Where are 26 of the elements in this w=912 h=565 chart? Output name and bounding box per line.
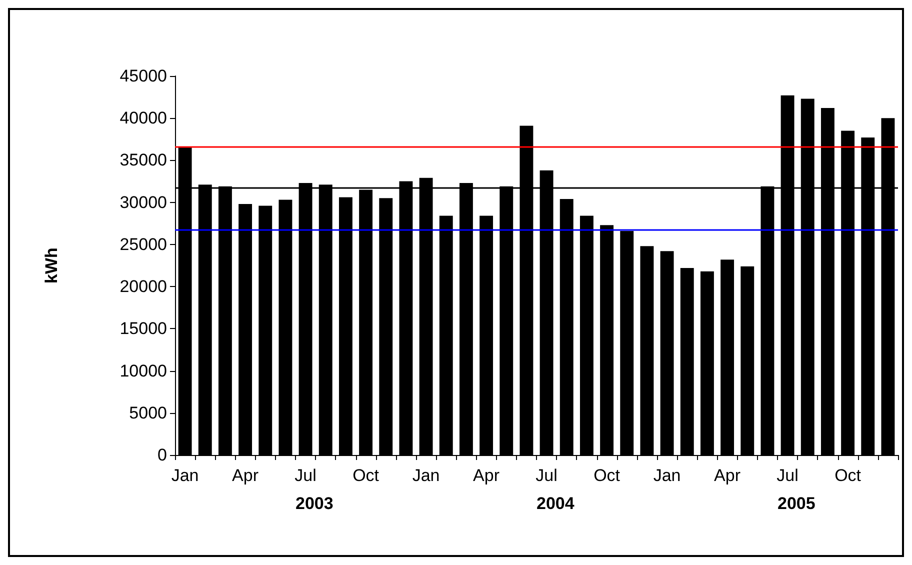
- y-tick-label: 5000: [129, 403, 167, 422]
- text: 2004: [536, 494, 575, 513]
- y-tick-label: 15000: [120, 319, 167, 338]
- text: 2003: [295, 494, 334, 513]
- y-tick-label: 20000: [120, 277, 167, 296]
- y-axis-title: kWh: [42, 248, 61, 284]
- x-tick-label: Jul: [536, 466, 558, 485]
- y-tick-label: 0: [158, 446, 167, 464]
- x-tick-label: Jan: [412, 466, 440, 485]
- x-tick-label: Jul: [294, 466, 316, 485]
- x-tick-label: Oct: [352, 466, 380, 485]
- x-tick-label: Jan: [653, 466, 681, 485]
- x-tick-label: Apr: [232, 466, 259, 485]
- text: 2005: [777, 494, 816, 513]
- y-tick-label: 45000: [120, 66, 167, 86]
- x-tick-label: Apr: [714, 466, 741, 485]
- x-tick-label: Oct: [834, 466, 862, 485]
- y-tick-label: 10000: [120, 361, 167, 380]
- y-tick-label: 30000: [120, 192, 167, 212]
- x-tick-label: Oct: [594, 466, 620, 485]
- x-tick-label: Jan: [171, 466, 199, 485]
- y-tick-label: 25000: [120, 234, 167, 254]
- x-tick-label: Jul: [776, 466, 798, 485]
- y-tick-label: 40000: [120, 108, 167, 128]
- y-tick-label: 35000: [120, 150, 167, 170]
- x-tick-label: Apr: [473, 466, 500, 485]
